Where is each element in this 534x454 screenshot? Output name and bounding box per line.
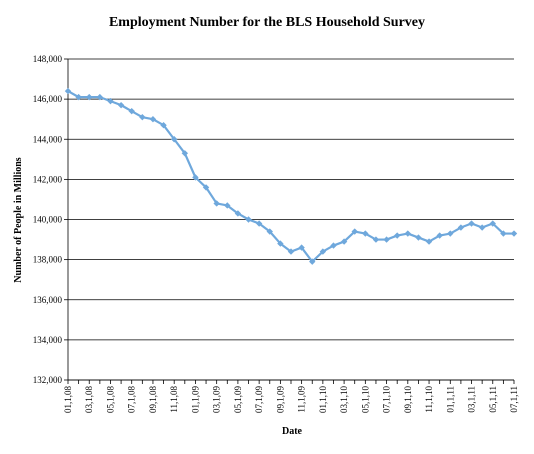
data-point [457,224,465,231]
x-tick-label: 09,1,10 [403,386,413,414]
x-tick-label: 05,1,09 [233,386,243,414]
data-point [383,236,390,243]
data-point [96,93,104,101]
data-point [255,220,263,227]
chart-title: Employment Number for the BLS Household … [109,15,425,30]
data-point [245,216,252,223]
y-tick-label: 136,000 [33,295,63,305]
y-tick-label: 138,000 [33,255,63,265]
x-tick-label: 03,1,08 [84,386,94,414]
data-point [202,184,210,191]
data-point [340,238,348,245]
data-point [266,228,273,235]
data-point [277,240,284,247]
y-tick-label: 144,000 [33,134,63,144]
x-tick-label: 07,1,10 [382,386,392,414]
data-point [192,174,199,181]
data-point [309,258,316,265]
data-point [351,228,358,235]
data-point [510,230,518,237]
data-point [500,230,507,237]
data-point [117,101,125,109]
data-point [224,202,231,209]
axes [67,59,514,381]
data-point [404,230,412,237]
x-axis-title: Date [282,426,303,437]
data-point [393,232,401,239]
x-tick-label: 01,1,08 [63,386,73,414]
x-tick-label: 05,1,10 [360,386,370,414]
y-tick-label: 142,000 [33,174,63,184]
y-tick-label: 132,000 [33,375,63,385]
x-axis-ticks: 01,1,08 03,1,08 05,1,08 07,1,08 09,1,08 11,1,… [63,380,519,413]
y-tick-label: 134,000 [33,335,63,345]
data-point [139,113,146,121]
data-point [287,248,295,255]
series [64,87,518,265]
data-point [213,200,220,207]
data-point [447,230,454,237]
x-tick-label: 03,1,11 [467,386,477,413]
x-tick-label: 07,1,08 [127,386,137,414]
y-tick-label: 148,000 [33,54,63,64]
data-point [128,107,135,115]
x-tick-label: 09,1,08 [148,386,158,414]
data-point [436,232,443,239]
x-tick-label: 07,1,09 [254,386,264,414]
data-point [319,248,327,255]
x-tick-label: 07,1,11 [509,386,519,413]
data-point [330,242,337,249]
data-point [234,210,242,217]
data-point [170,136,178,143]
x-tick-label: 03,1,09 [212,386,222,414]
data-point [489,220,496,227]
data-point [298,244,305,251]
x-tick-label: 11,1,09 [297,386,307,413]
data-point [149,115,157,123]
data-point [86,93,93,101]
data-point [107,97,114,105]
data-point [468,220,475,227]
data-point [415,234,422,241]
x-tick-label: 01,1,09 [190,386,200,414]
y-axis-ticks: 132,000 134,000 136,000 138,000 140,000 142,0… [33,54,68,385]
x-tick-label: 01,1,10 [318,386,328,414]
y-tick-label: 146,000 [33,94,63,104]
x-tick-label: 05,1,11 [488,386,498,413]
x-tick-label: 05,1,08 [105,386,115,414]
y-tick-label: 140,000 [33,215,63,225]
data-point [425,238,433,245]
data-point [160,122,167,129]
data-point [362,230,369,237]
x-tick-label: 11,1,10 [424,386,434,413]
data-point [478,224,486,231]
x-tick-label: 11,1,08 [169,386,179,413]
gridlines [68,58,514,381]
data-point [75,93,82,101]
x-tick-label: 09,1,09 [275,386,285,414]
x-tick-label: 01,1,11 [445,386,455,413]
data-point [64,87,72,95]
series-line [67,90,514,263]
x-tick-label: 03,1,10 [339,386,349,414]
y-axis-title: Number of People in Millions [13,157,24,282]
data-point [372,236,380,243]
data-point [181,150,189,157]
